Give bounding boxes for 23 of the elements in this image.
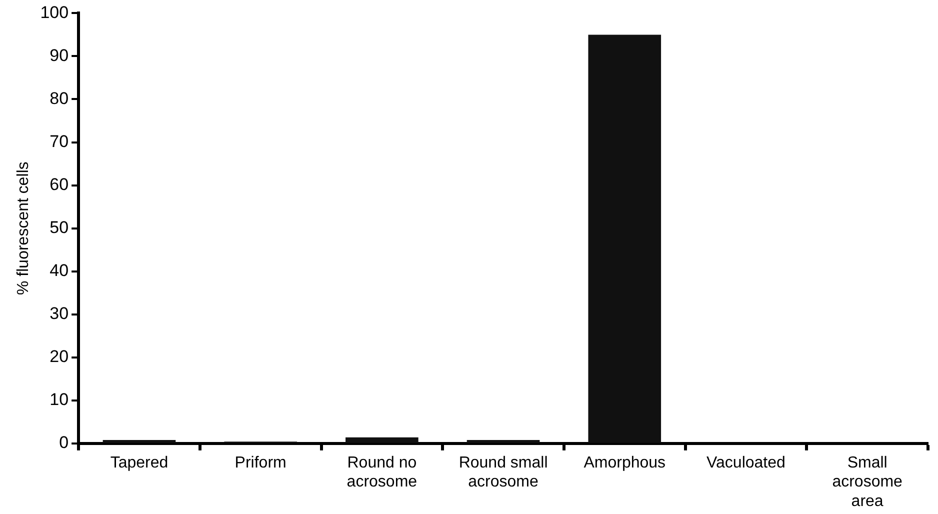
x-tick-label: Vaculoated <box>706 454 786 472</box>
x-tick-label: Round no acrosome <box>346 454 418 491</box>
y-tick-label: 90 <box>50 46 69 65</box>
bar <box>346 437 418 443</box>
y-tick-label: 80 <box>50 88 69 108</box>
bar <box>102 440 176 443</box>
y-tick-label: 0 <box>59 433 69 452</box>
bar <box>588 34 662 443</box>
x-tick-label: Priform <box>234 454 286 472</box>
y-tick-label: 40 <box>50 261 69 280</box>
y-tick-label: 10 <box>50 390 69 410</box>
y-axis-title: % fluorescent cells <box>15 162 32 295</box>
y-tick-label: 20 <box>50 347 69 366</box>
x-tick-label: Small acrosome area <box>832 454 903 510</box>
x-tick-label: Amorphous <box>584 454 666 472</box>
y-tick-label: 60 <box>50 174 69 194</box>
x-tick-label: Round small acrosome <box>458 454 548 491</box>
y-tick-label: 50 <box>50 218 69 237</box>
y-tick-label: 30 <box>50 304 69 324</box>
x-tick-label: Tapered <box>110 454 168 472</box>
y-tick-label: 100 <box>40 2 69 22</box>
bar <box>466 440 540 443</box>
y-tick-label: 70 <box>50 132 69 151</box>
